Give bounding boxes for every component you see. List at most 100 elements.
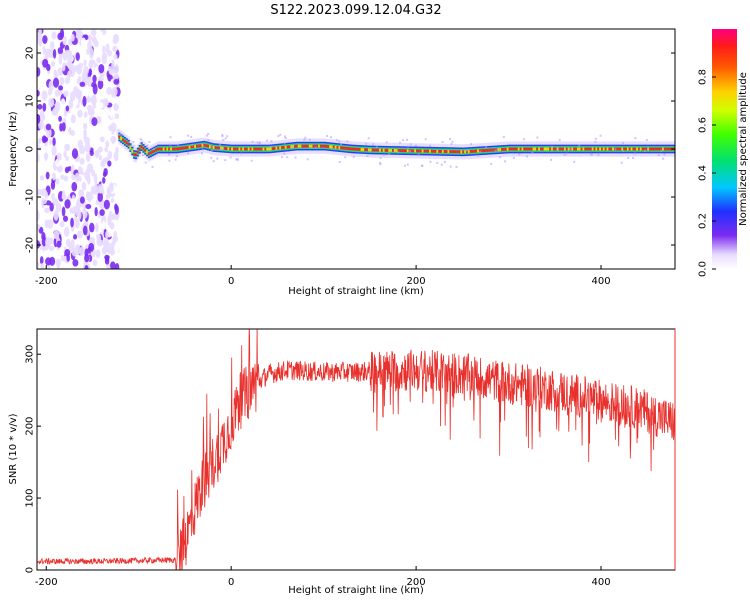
spectrogram-noise-cell: [56, 164, 63, 173]
spectrogram-band-core: [123, 139, 127, 143]
snr-y-tick-label: 300: [25, 345, 36, 364]
spectrogram-speckle: [187, 134, 190, 137]
spectrogram-band-core: [658, 147, 661, 151]
spectrogram-band-core: [630, 147, 633, 151]
spectrogram-speckle: [414, 144, 417, 147]
spectrogram-speckle: [450, 142, 453, 145]
spectrogram-noise-cell: [68, 99, 74, 109]
snr-panel: -200 0 200 400 0 100 200 300 Height of straight…: [8, 328, 676, 596]
spectrogram-band-core: [284, 145, 288, 149]
spectrogram-band-core: [617, 147, 620, 151]
snr-x-tick-label: 200: [407, 577, 426, 588]
spectrogram-band-core: [403, 149, 406, 153]
spectrogram-band-core: [146, 150, 149, 154]
spectrogram-band-core: [530, 147, 534, 151]
spectrogram-speckle: [502, 136, 505, 139]
spectrogram-speckle: [266, 139, 269, 142]
spectrogram-speckle: [449, 138, 452, 141]
spectrogram-band-core: [569, 147, 572, 151]
spectrogram-speckle: [512, 156, 515, 159]
snr-y-tick-label: 0: [25, 567, 36, 573]
spectrogram-noise-cell: [105, 193, 111, 200]
spectrogram-noise-cell: [62, 52, 68, 61]
spectrogram-noise-cell: [63, 175, 69, 182]
spectrogram-noise-cell: [110, 197, 115, 203]
spectrogram-noise-cell: [81, 71, 88, 83]
spectrogram-band-core: [325, 144, 328, 148]
spectrogram-noise-cell: [89, 48, 95, 59]
spectrogram-noise-cell: [55, 101, 61, 112]
spectrogram-noise-cell: [37, 67, 41, 77]
spectrogram-noise-cell: [105, 230, 109, 239]
spectrogram-noise-cell: [40, 263, 45, 269]
spectrogram-noise-cell: [70, 217, 74, 228]
spectrogram-noise-cell: [70, 130, 75, 137]
spectrogram-band-core: [305, 144, 308, 148]
spectrogram-band-core: [480, 149, 484, 153]
spectrogram-band-core: [490, 148, 493, 152]
spectrogram-band-core: [623, 147, 626, 151]
spectrogram-band-core: [660, 147, 663, 151]
spectrogram-band-core: [253, 147, 256, 151]
spectrogram-band-core: [599, 147, 602, 151]
spectrogram-noise-cell: [41, 198, 47, 205]
spectrogram-band-core: [196, 144, 199, 148]
spectrogram-y-tick-label: 20: [25, 47, 36, 60]
spectrogram-noise-cell: [101, 247, 108, 255]
spectrogram-noise-cell: [45, 237, 52, 248]
spectrogram-band-core: [188, 145, 191, 149]
spectrogram-band-core: [349, 147, 352, 151]
spectrogram-noise-cell: [97, 192, 103, 203]
spectrogram-speckle: [578, 144, 581, 147]
spectrogram-speckle: [644, 149, 647, 152]
spectrogram-band-core: [449, 150, 452, 154]
spectrogram-band-core: [153, 149, 156, 153]
spectrogram-band-core: [142, 146, 145, 150]
spectrogram-band-core: [634, 147, 637, 151]
spectrogram-noise-cell: [99, 209, 105, 217]
spectrogram-speckle: [417, 154, 420, 157]
spectrogram-band-core: [438, 149, 441, 153]
spectrogram-speckle: [662, 157, 665, 160]
spectrogram-band-core: [638, 147, 641, 151]
colorbar-gradient: [712, 29, 737, 269]
spectrogram-band-core: [427, 149, 430, 153]
spectrogram-band-core: [591, 147, 595, 151]
spectrogram-speckle: [201, 148, 204, 151]
spectrogram-noise-cell: [56, 240, 62, 248]
spectrogram-speckle: [429, 144, 432, 147]
spectrogram-noise-cell: [74, 172, 80, 182]
spectrogram-noise-cell: [48, 97, 55, 108]
spectrogram-noise-cell: [75, 88, 82, 100]
spectrogram-band-core: [421, 149, 424, 153]
spectrogram-band-core: [318, 144, 321, 148]
spectrogram-speckle: [329, 136, 332, 139]
spectrogram-speckle: [235, 158, 238, 161]
spectrogram-band-core: [384, 148, 387, 152]
spectrogram-noise-cell: [98, 75, 104, 82]
spectrogram-speckle: [627, 156, 630, 159]
spectrogram-band-core: [279, 146, 282, 150]
spectrogram-noise-cell: [41, 114, 46, 121]
spectrogram-band-core: [343, 146, 347, 150]
spectrogram-band-core: [608, 147, 611, 151]
spectrogram-speckle: [622, 149, 625, 152]
spectrogram-noise-cell: [59, 29, 65, 39]
spectrogram-band-core: [417, 149, 421, 153]
spectrogram-x-tick-label: 0: [228, 276, 234, 287]
spectrogram-band-core: [362, 148, 365, 152]
spectrogram-speckle: [573, 160, 576, 163]
spectrogram-speckle: [429, 160, 432, 163]
spectrogram-speckle: [308, 138, 311, 141]
spectrogram-band-core: [453, 150, 456, 154]
spectrogram-noise-cell: [113, 54, 118, 60]
spectrogram-band-core: [242, 147, 245, 151]
spectrogram-noise-cell: [47, 219, 54, 229]
spectrogram-noise-cell: [112, 184, 117, 193]
spectrogram-noise-cell: [85, 203, 92, 210]
spectrogram-band-core: [331, 145, 334, 149]
spectrogram-noise-cell: [82, 225, 88, 236]
spectrogram-noise-cell: [55, 258, 61, 267]
spectrogram-speckle: [207, 132, 210, 135]
spectrogram-band-core: [425, 149, 428, 153]
